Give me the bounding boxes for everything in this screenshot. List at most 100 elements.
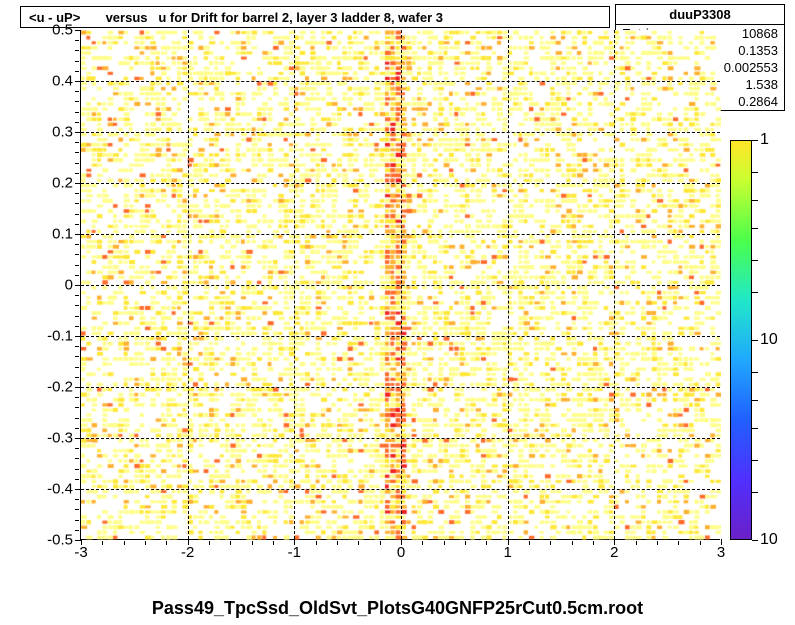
- gridline-vertical: [294, 30, 295, 539]
- y-tick-minor: [75, 530, 79, 531]
- x-tick-minor: [145, 541, 146, 545]
- y-tick-minor: [75, 377, 79, 378]
- x-tick-minor: [529, 541, 530, 545]
- y-tick-label: -0.3: [23, 430, 73, 447]
- x-tick-minor: [721, 541, 722, 545]
- heatmap-plot: -0.5-0.4-0.3-0.2-0.100.10.20.30.40.5-3-2…: [80, 30, 720, 540]
- y-tick-minor: [75, 509, 79, 510]
- colorbar-tick: [752, 492, 758, 493]
- gridline-vertical: [508, 30, 509, 539]
- y-tick-minor: [75, 489, 79, 490]
- y-tick-minor: [75, 397, 79, 398]
- stats-histogram-name: duuP3308: [616, 5, 784, 25]
- y-tick-minor: [75, 418, 79, 419]
- stats-value: 0.1353: [738, 43, 778, 58]
- colorbar-label: 10: [760, 331, 778, 349]
- y-tick-minor: [75, 30, 79, 31]
- y-tick-minor: [75, 520, 79, 521]
- stats-value: 1.538: [745, 77, 778, 92]
- y-tick-minor: [75, 81, 79, 82]
- x-tick-minor: [316, 541, 317, 545]
- y-tick-minor: [75, 203, 79, 204]
- x-tick-minor: [614, 541, 615, 545]
- y-tick-minor: [75, 428, 79, 429]
- y-tick-minor: [75, 152, 79, 153]
- y-tick-minor: [75, 316, 79, 317]
- y-tick-minor: [75, 458, 79, 459]
- y-tick-label: 0.5: [23, 22, 73, 39]
- y-tick-label: -0.2: [23, 379, 73, 396]
- y-tick-minor: [75, 183, 79, 184]
- y-tick-minor: [75, 193, 79, 194]
- y-tick-minor: [75, 356, 79, 357]
- y-tick-minor: [75, 234, 79, 235]
- y-tick-minor: [75, 173, 79, 174]
- x-tick-minor: [657, 541, 658, 545]
- colorbar: [730, 140, 752, 540]
- y-tick-minor: [75, 499, 79, 500]
- x-tick-minor: [188, 541, 189, 545]
- y-tick-label: -0.1: [23, 328, 73, 345]
- y-tick-minor: [75, 295, 79, 296]
- x-tick-minor: [230, 541, 231, 545]
- y-tick-minor: [75, 112, 79, 113]
- gridline-vertical: [188, 30, 189, 539]
- y-tick-label: 0: [23, 277, 73, 294]
- colorbar-tick: [752, 140, 758, 141]
- y-tick-label: 0.4: [23, 73, 73, 90]
- plot-title: <u - uP> versus u for Drift for barrel 2…: [20, 6, 610, 28]
- colorbar-tick: [752, 400, 758, 401]
- gridline-vertical: [614, 30, 615, 539]
- x-tick-minor: [508, 541, 509, 545]
- x-tick-minor: [486, 541, 487, 545]
- y-tick-minor: [75, 101, 79, 102]
- colorbar-label: 10: [760, 531, 778, 549]
- x-tick-label: -3: [61, 544, 101, 561]
- x-tick-label: 1: [488, 544, 528, 561]
- colorbar-label: 1: [760, 131, 769, 149]
- x-tick-minor: [252, 541, 253, 545]
- x-tick-minor: [124, 541, 125, 545]
- y-tick-minor: [75, 40, 79, 41]
- colorbar-tick: [752, 228, 758, 229]
- y-tick-minor: [75, 132, 79, 133]
- y-tick-minor: [75, 163, 79, 164]
- stats-value: 0.2864: [738, 94, 778, 109]
- x-tick-minor: [358, 541, 359, 545]
- x-tick-minor: [294, 541, 295, 545]
- y-tick-label: 0.2: [23, 175, 73, 192]
- y-tick-minor: [75, 254, 79, 255]
- x-tick-minor: [273, 541, 274, 545]
- x-tick-minor: [700, 541, 701, 545]
- y-tick-label: -0.4: [23, 481, 73, 498]
- y-tick-minor: [75, 305, 79, 306]
- y-tick-minor: [75, 91, 79, 92]
- x-tick-minor: [81, 541, 82, 545]
- colorbar-tick: [752, 372, 758, 373]
- stats-value: 10868: [742, 26, 778, 41]
- x-tick-minor: [337, 541, 338, 545]
- y-tick-minor: [75, 367, 79, 368]
- y-tick-minor: [75, 326, 79, 327]
- x-tick-label: -1: [274, 544, 314, 561]
- x-tick-label: -2: [168, 544, 208, 561]
- y-tick-label: 0.1: [23, 226, 73, 243]
- x-tick-label: 0: [381, 544, 421, 561]
- x-tick-minor: [380, 541, 381, 545]
- y-tick-minor: [75, 244, 79, 245]
- gridline-vertical: [401, 30, 402, 539]
- y-tick-minor: [75, 61, 79, 62]
- x-tick-label: 2: [594, 544, 634, 561]
- y-tick-minor: [75, 275, 79, 276]
- y-tick-minor: [75, 438, 79, 439]
- colorbar-tick: [752, 540, 758, 541]
- colorbar-tick: [752, 292, 758, 293]
- colorbar-tick: [752, 428, 758, 429]
- colorbar-tick: [752, 260, 758, 261]
- x-tick-minor: [209, 541, 210, 545]
- x-tick-minor: [636, 541, 637, 545]
- y-tick-minor: [75, 407, 79, 408]
- y-tick-minor: [75, 346, 79, 347]
- x-tick-minor: [166, 541, 167, 545]
- y-tick-label: 0.3: [23, 124, 73, 141]
